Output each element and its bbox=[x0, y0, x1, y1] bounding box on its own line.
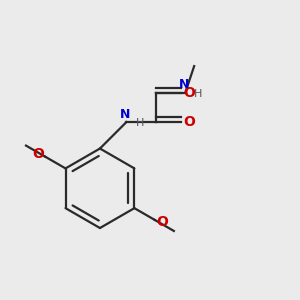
Text: H: H bbox=[136, 118, 144, 128]
Text: N: N bbox=[120, 108, 130, 121]
Text: O: O bbox=[183, 115, 195, 129]
Text: O: O bbox=[32, 147, 44, 161]
Text: O: O bbox=[183, 85, 195, 100]
Text: N: N bbox=[179, 78, 189, 91]
Text: H: H bbox=[194, 89, 202, 99]
Text: O: O bbox=[156, 215, 168, 229]
